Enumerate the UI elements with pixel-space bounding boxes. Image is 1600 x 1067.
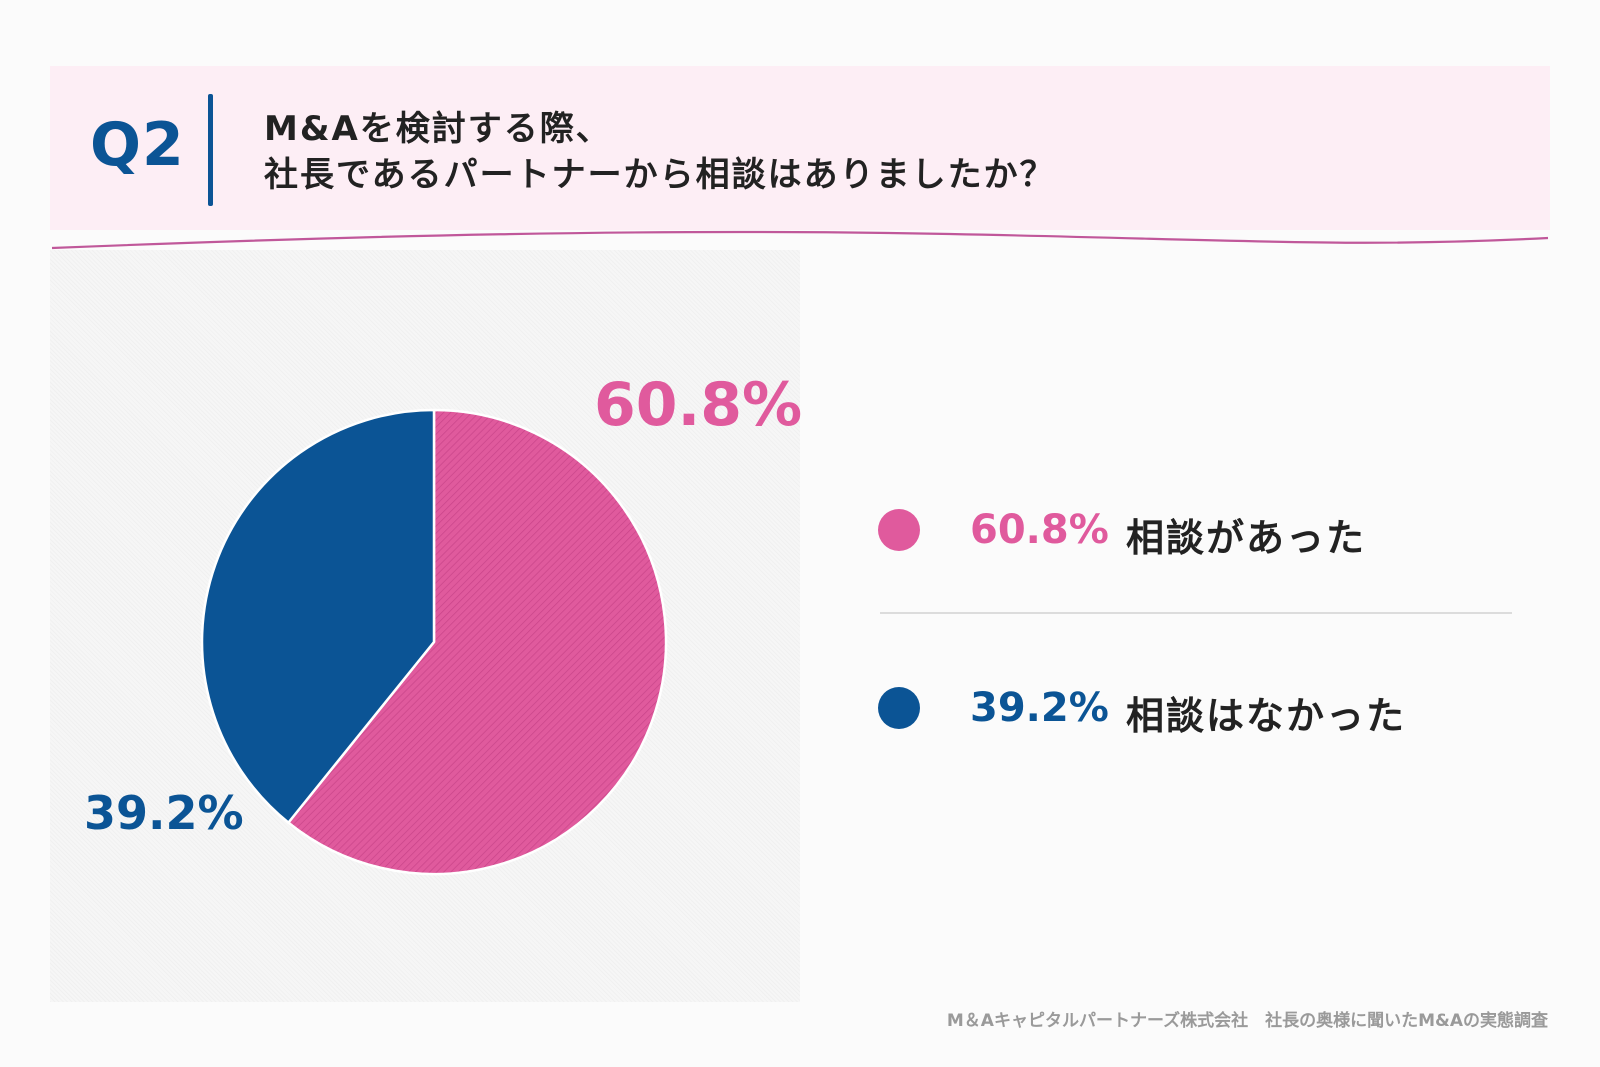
pie-slice-consulted (287, 408, 668, 876)
question-header (50, 66, 1550, 230)
legend-dot-blue (878, 687, 920, 729)
legend-divider (880, 612, 1512, 614)
legend-item-consulted: 60.8% 相談があった (878, 505, 1518, 560)
question-divider (208, 94, 213, 206)
legend-pct-consulted: 60.8% (970, 507, 1109, 553)
pie-slice-not-consulted (200, 408, 436, 824)
legend-item-not-consulted: 39.2% 相談はなかった (878, 683, 1518, 738)
legend-pct-not-consulted: 39.2% (970, 685, 1109, 731)
legend-text-consulted: 相談があった (1126, 516, 1367, 560)
legend-text-not-consulted: 相談はなかった (1126, 694, 1407, 738)
question-text: M&Aを検討する際、 社長であるパートナーから相談はありましたか？ (264, 106, 1056, 198)
header-wave-line (51, 230, 1549, 250)
question-line-2: 社長であるパートナーから相談はありましたか？ (264, 155, 1056, 195)
pie-label-consulted: 60.8% (594, 370, 803, 440)
source-credit: M＆Aキャピタルパートナーズ株式会社 社長の奥様に聞いたM&Aの実態調査 (946, 1011, 1548, 1031)
question-number: Q2 (90, 110, 185, 180)
legend-dot-pink (878, 509, 920, 551)
pie-label-not-consulted: 39.2% (84, 786, 244, 840)
question-line-1: M&Aを検討する際、 (264, 109, 612, 149)
